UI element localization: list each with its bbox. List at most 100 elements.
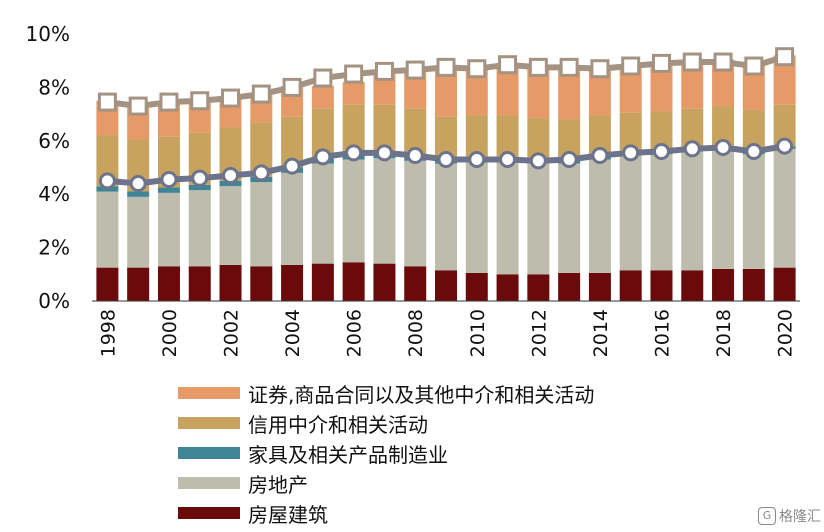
bar-2003-s0 bbox=[250, 266, 273, 301]
line-1-point-2020 bbox=[775, 47, 795, 67]
bar-2011-s3 bbox=[496, 115, 519, 157]
bar-1999-s1 bbox=[127, 196, 150, 268]
y-tick-label: 8% bbox=[38, 75, 70, 99]
legend-label-credit: 信用中介和相关活动 bbox=[248, 412, 428, 437]
bar-2020-s4 bbox=[773, 55, 796, 105]
line-0-point-2017 bbox=[683, 140, 701, 158]
line-0-point-2015 bbox=[622, 144, 640, 162]
legend-item-furniture: 家具及相关产品制造业 bbox=[178, 438, 594, 468]
bar-2004-s0 bbox=[281, 264, 304, 301]
line-1-point-2009 bbox=[436, 57, 456, 77]
line-1-point-2008 bbox=[405, 60, 425, 80]
line-1-point-1999 bbox=[128, 96, 148, 116]
axes-layer: 0% 2% 4% 6% 8% 10% 1998 2000 2002 2004 2006 2008 201… bbox=[26, 22, 800, 357]
bar-2001-s1 bbox=[188, 190, 211, 267]
line-0-point-2001 bbox=[191, 169, 209, 187]
line-1-point-1998 bbox=[97, 92, 117, 112]
line-0-point-2000 bbox=[160, 171, 178, 189]
bar-2010-s4 bbox=[465, 68, 488, 116]
bar-2006-s1 bbox=[342, 159, 365, 263]
x-tick-label: 1998 bbox=[97, 309, 119, 357]
x-tick-label: 2018 bbox=[713, 309, 735, 357]
line-0-point-2014 bbox=[591, 146, 609, 164]
bar-2010-s0 bbox=[465, 272, 488, 301]
bar-2004-s3 bbox=[281, 116, 304, 168]
bar-2016-s4 bbox=[650, 62, 673, 112]
legend-swatch-securities bbox=[178, 387, 240, 399]
bar-2005-s4 bbox=[311, 86, 334, 109]
bar-2006-s0 bbox=[342, 262, 365, 301]
line-0-point-2005 bbox=[314, 148, 332, 166]
line-1-point-2010 bbox=[467, 59, 487, 79]
bar-2010-s3 bbox=[465, 115, 488, 159]
line-0-point-2012 bbox=[529, 152, 547, 170]
bar-2003-s3 bbox=[250, 122, 273, 177]
legend-swatch-housing-construction bbox=[178, 507, 240, 519]
line-0-point-2018 bbox=[714, 138, 732, 156]
bar-2011-s4 bbox=[496, 63, 519, 116]
x-tick-label: 2010 bbox=[467, 309, 489, 357]
bar-2012-s4 bbox=[527, 68, 550, 119]
legend-swatch-real-estate bbox=[178, 477, 240, 489]
bar-2018-s0 bbox=[712, 268, 735, 301]
bar-2007-s0 bbox=[373, 263, 396, 301]
bar-1998-s3 bbox=[96, 135, 119, 187]
line-1-point-2019 bbox=[744, 56, 764, 76]
line-1-point-2002 bbox=[221, 88, 241, 108]
line-0-point-2008 bbox=[406, 146, 424, 164]
line-1-point-2013 bbox=[559, 57, 579, 77]
bar-1998-s0 bbox=[96, 267, 119, 302]
line-1-point-2003 bbox=[251, 84, 271, 104]
y-tick-label: 4% bbox=[38, 182, 70, 206]
bar-2017-s1 bbox=[681, 151, 704, 271]
line-0-point-2003 bbox=[252, 164, 270, 182]
bar-2009-s0 bbox=[435, 270, 457, 301]
x-tick-label: 2012 bbox=[528, 309, 550, 357]
bar-1999-s0 bbox=[127, 267, 150, 302]
bar-2015-s3 bbox=[619, 112, 642, 153]
bar-2001-s0 bbox=[188, 266, 211, 301]
legend-label-securities: 证券,商品合同以及其他中介和相关活动 bbox=[248, 382, 595, 407]
x-tick-label: 2016 bbox=[651, 309, 673, 357]
bar-2017-s0 bbox=[681, 270, 704, 301]
line-1-point-2016 bbox=[651, 53, 671, 73]
bar-2002-s1 bbox=[219, 186, 242, 265]
bar-2019-s0 bbox=[742, 268, 765, 301]
x-tick-label: 2006 bbox=[344, 309, 366, 357]
bar-2016-s0 bbox=[650, 270, 673, 301]
bar-2013-s1 bbox=[558, 163, 581, 273]
bar-2004-s1 bbox=[281, 172, 304, 265]
bar-2020-s0 bbox=[773, 267, 796, 302]
watermark-logo-icon: G bbox=[758, 507, 776, 525]
x-tick-label: 2004 bbox=[282, 309, 304, 357]
x-tick-label: 2002 bbox=[221, 309, 243, 357]
line-0-point-2002 bbox=[222, 167, 240, 185]
line-0-point-2006 bbox=[345, 144, 363, 162]
y-tick-label: 10% bbox=[26, 22, 70, 46]
bar-2003-s1 bbox=[250, 182, 273, 267]
bar-2008-s0 bbox=[404, 266, 427, 301]
line-0-point-2013 bbox=[560, 150, 578, 168]
legend-label-furniture: 家具及相关产品制造业 bbox=[248, 442, 448, 467]
y-tick-label: 0% bbox=[38, 289, 70, 313]
bar-2002-s3 bbox=[219, 127, 242, 181]
line-0-point-2009 bbox=[437, 150, 455, 168]
bar-layer bbox=[96, 55, 796, 302]
bar-2014-s4 bbox=[588, 68, 611, 116]
bar-2016-s3 bbox=[650, 111, 673, 152]
bar-2018-s3 bbox=[712, 106, 735, 148]
line-1-point-2018 bbox=[713, 52, 733, 72]
line-0-point-2016 bbox=[652, 142, 670, 160]
bar-2019-s4 bbox=[742, 66, 765, 111]
line-1-point-2015 bbox=[621, 56, 641, 76]
legend-item-housing-construction: 房屋建筑 bbox=[178, 498, 594, 528]
line-1-point-2017 bbox=[682, 52, 702, 72]
line-1-point-2012 bbox=[528, 57, 548, 77]
x-tick-label: 2008 bbox=[405, 309, 427, 357]
bar-2015-s1 bbox=[619, 155, 642, 271]
legend-label-housing-construction: 房屋建筑 bbox=[248, 502, 328, 527]
bar-2018-s1 bbox=[712, 150, 735, 269]
bar-2000-s0 bbox=[157, 266, 180, 301]
bar-2006-s4 bbox=[342, 82, 365, 105]
